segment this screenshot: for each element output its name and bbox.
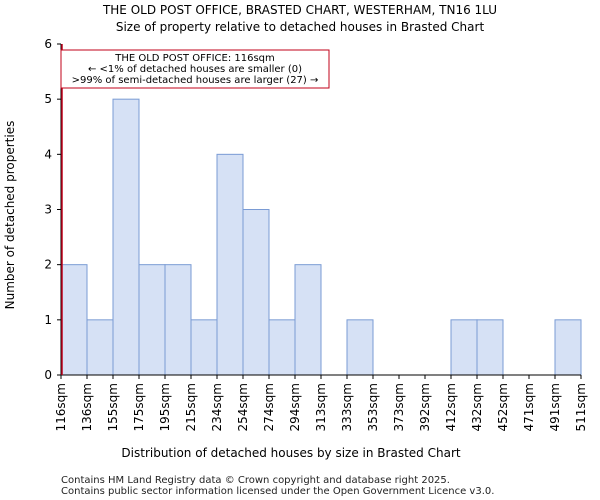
annotation-box: THE OLD POST OFFICE: 116sqm ← <1% of det… (60, 49, 330, 89)
bar-215sqm (190, 319, 218, 376)
x-tick-label-432sqm: 432sqm (470, 383, 484, 431)
bar-412sqm (450, 319, 478, 376)
x-tick-label-234sqm: 234sqm (210, 383, 224, 431)
y-tick-label: 4 (44, 147, 52, 161)
x-tick-label-294sqm: 294sqm (288, 383, 302, 431)
annotation-line-3: >99% of semi-detached houses are larger … (72, 75, 319, 86)
x-tick-label-471sqm: 471sqm (522, 383, 536, 431)
x-tick-label-116sqm: 116sqm (54, 383, 68, 431)
bar-195sqm (164, 264, 192, 376)
x-tick-label-511sqm: 511sqm (574, 383, 588, 431)
bar-274sqm (268, 319, 296, 376)
y-ticks-layer: 0 1 2 3 4 5 6 (44, 37, 61, 382)
footer-line-2: Contains public sector information licen… (61, 486, 495, 497)
y-tick-label: 2 (44, 258, 52, 272)
x-tick-label-215sqm: 215sqm (184, 383, 198, 431)
x-tick-label-412sqm: 412sqm (444, 383, 458, 431)
y-tick-label: 5 (44, 92, 52, 106)
annotation-frame (60, 49, 330, 89)
x-tick-label-392sqm: 392sqm (418, 383, 432, 431)
x-tick-label-353sqm: 353sqm (366, 383, 380, 431)
bar-491sqm (554, 319, 582, 376)
chart-title: THE OLD POST OFFICE, BRASTED CHART, WEST… (102, 3, 498, 17)
x-tick-label-195sqm: 195sqm (158, 383, 172, 431)
chart-subtitle: Size of property relative to detached ho… (115, 20, 485, 34)
x-tick-label-274sqm: 274sqm (262, 383, 276, 431)
y-tick-label: 0 (44, 368, 52, 382)
y-tick-label: 1 (44, 313, 52, 327)
y-axis-label: Number of detached properties (3, 121, 17, 310)
bar-254sqm (242, 209, 270, 376)
x-tick-label-313sqm: 313sqm (314, 383, 328, 431)
bar-432sqm (476, 319, 504, 376)
annotation-line-2: ← <1% of detached houses are smaller (0) (88, 64, 302, 75)
bar-116sqm (60, 264, 88, 376)
y-tick-label: 6 (44, 37, 52, 51)
bar-155sqm (112, 98, 140, 376)
footer-line-1: Contains HM Land Registry data © Crown c… (61, 475, 450, 486)
x-ticks-layer: 116sqm 136sqm 155sqm 175sqm 195sqm 215sqm 234s… (54, 375, 588, 431)
annotation-line-1: THE OLD POST OFFICE: 116sqm (114, 53, 275, 64)
bar-333sqm (346, 319, 374, 376)
x-tick-label-373sqm: 373sqm (392, 383, 406, 431)
x-tick-label-175sqm: 175sqm (132, 383, 146, 431)
x-tick-label-155sqm: 155sqm (106, 383, 120, 431)
bar-234sqm (216, 153, 244, 376)
x-axis-label: Distribution of detached houses by size … (121, 446, 460, 460)
x-tick-label-136sqm: 136sqm (80, 383, 94, 431)
x-tick-label-333sqm: 333sqm (340, 383, 354, 431)
bar-294sqm (294, 264, 322, 376)
bars-layer (60, 98, 582, 376)
bar-175sqm (138, 264, 166, 376)
bar-136sqm (86, 319, 114, 376)
y-tick-label: 3 (44, 203, 52, 217)
x-tick-label-491sqm: 491sqm (548, 383, 562, 431)
x-tick-label-452sqm: 452sqm (496, 383, 510, 431)
x-tick-label-254sqm: 254sqm (236, 383, 250, 431)
